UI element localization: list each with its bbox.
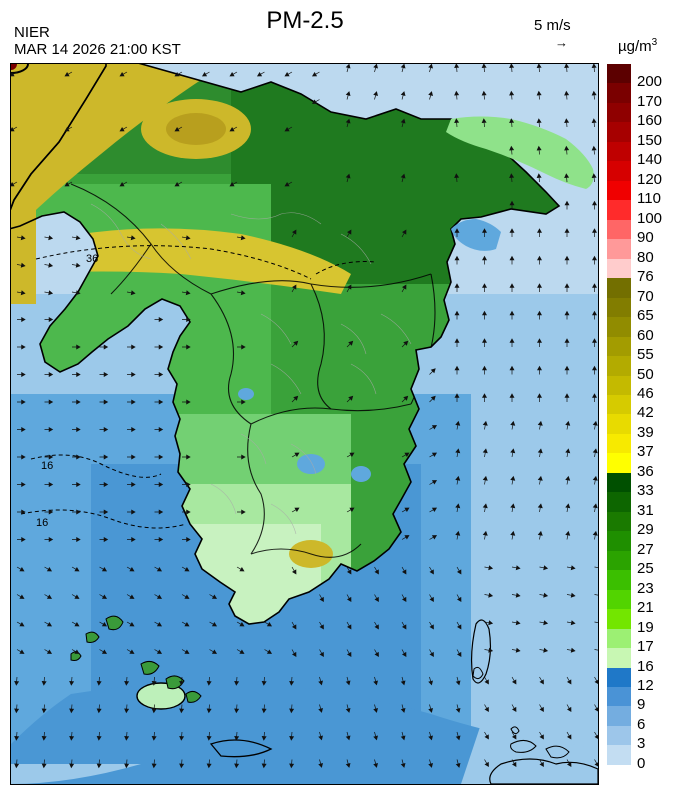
svg-text:16: 16 <box>36 517 48 529</box>
svg-text:36: 36 <box>86 253 98 265</box>
svg-text:16: 16 <box>41 460 53 472</box>
